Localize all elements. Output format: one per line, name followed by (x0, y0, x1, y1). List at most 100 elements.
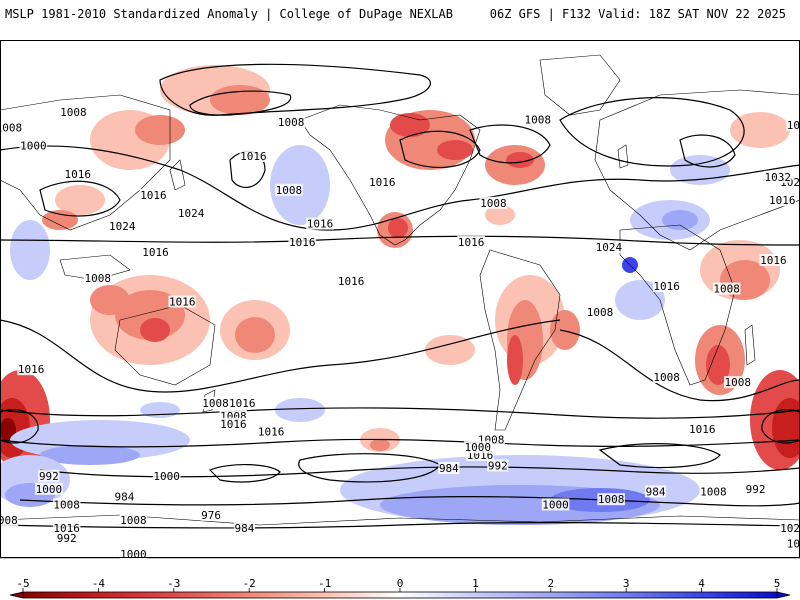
header: MSLP 1981-2010 Standardized Anomaly | Co… (0, 0, 800, 28)
anomaly-region (210, 85, 270, 115)
isobar-label: 976 (200, 508, 222, 522)
isobar-label: 1008 (723, 376, 752, 389)
colorbar-tick-label: 2 (547, 577, 555, 590)
isobar-label: 1000 (19, 139, 48, 153)
anomaly-region (370, 439, 390, 451)
isobar-label: 1008 (275, 183, 303, 197)
isobar-label-text: 1016 (338, 275, 365, 288)
isobar-label-text: 1008 (60, 106, 87, 119)
isobar (159, 63, 431, 116)
isobar-label-text: 1008 (53, 498, 80, 511)
isobar-label: 1008 (712, 282, 741, 296)
anomaly-region (437, 140, 473, 160)
isobar-label: 1016 (52, 521, 81, 535)
anomaly-region (55, 185, 105, 215)
isobar-label-text: 1016 (53, 522, 80, 535)
isobar-label: 1024 (177, 207, 205, 220)
anomaly-region (706, 345, 730, 385)
isobar (0, 409, 39, 444)
isobar-label-text: 1016 (769, 194, 796, 207)
isobar-label: 1016 (786, 537, 800, 550)
isobar-label: 1016 (759, 254, 788, 267)
colorbar-tick-label: 0 (396, 577, 404, 590)
isobar-label-text: 984 (115, 491, 135, 504)
isobar-label-text: 1016 (258, 426, 285, 439)
isobar-label: 1016 (139, 189, 168, 202)
isobar-label: 1008 (119, 514, 148, 527)
isobar-label-text: 1008 (598, 493, 625, 506)
isobar-label-text: 1032 (765, 171, 792, 184)
isobar-label-text: 1016 (240, 150, 267, 163)
colorbar (9, 588, 791, 599)
coastline (744, 324, 756, 366)
isobar-label: 1008 (0, 514, 19, 527)
isobar-label-text: 1024 (780, 522, 800, 535)
isobar-label-text: 1008 (480, 197, 507, 210)
isobar-label: 1008 (83, 272, 112, 285)
isobar (298, 453, 441, 483)
isobar-label-text: 1024 (596, 241, 623, 254)
colorbar-tick-label: -3 (167, 577, 181, 590)
isobar (0, 145, 800, 231)
isobar-label: 1008 (59, 105, 88, 119)
colorbar-tick-label: -1 (317, 577, 332, 590)
colorbar-tick-label: -4 (91, 577, 106, 590)
isobar-label-text: 1016 (142, 246, 169, 259)
isobar-label-text: 1016 (689, 423, 716, 436)
isobar-label-text: 1008 (653, 371, 680, 384)
coastline (59, 254, 131, 281)
isobar-label-text: 1008 (202, 397, 229, 410)
isobar-label-text: 1008 (85, 272, 112, 285)
isobar-label-text: 1000 (20, 140, 47, 153)
isobar-label: 1016 (306, 217, 334, 231)
isobar (189, 90, 292, 116)
isobar-label: 992 (744, 482, 767, 496)
colorbar-gradient (22, 591, 778, 599)
isobar-label-text: 992 (39, 470, 59, 483)
isobar-label-text: 1000 (153, 470, 180, 483)
isobar-label: 1016 (337, 274, 365, 288)
anomaly-shading (0, 65, 800, 525)
isobar (0, 235, 800, 246)
isobar (0, 438, 800, 448)
colorbar-right-arrow (776, 591, 791, 599)
isobar-label: 1008 (586, 306, 614, 319)
anomaly-region (615, 280, 665, 320)
coastline (299, 104, 481, 246)
isobar (399, 130, 481, 169)
anomaly-region (40, 445, 140, 465)
isobar-label-text: 1016 (307, 218, 334, 231)
anomaly-region (506, 152, 534, 168)
isobar (679, 134, 736, 168)
isobar-label: 984 (233, 521, 256, 535)
anomaly-region (235, 317, 275, 353)
colorbar-tick-label: -2 (242, 577, 256, 590)
isobar (39, 180, 121, 217)
isobar-label-text: 1008 (278, 116, 305, 129)
isobar-label-text: 1016 (289, 236, 316, 249)
isobar-label: 992 (56, 532, 78, 545)
isobar (0, 319, 561, 393)
isobar-label-text: 1024 (178, 207, 205, 220)
isobar-label-text: 992 (746, 483, 766, 496)
isobar-label: 1024 (595, 241, 623, 254)
map-title: MSLP 1981-2010 Standardized Anomaly | Co… (5, 7, 453, 21)
isobar-label-text: 1000 (120, 548, 147, 561)
isobar-label: 1016 (368, 176, 397, 189)
isobar-label-text: 984 (646, 485, 666, 498)
isobar-label: 1000 (463, 441, 492, 454)
isobar-label-text: 1008 (120, 514, 147, 527)
isobar-label-text: 1016 (458, 236, 485, 249)
anomaly-region (662, 210, 698, 230)
isobar-label: 1016 (652, 280, 681, 293)
isobar-label: 1024 (108, 220, 137, 233)
isobar-label-text: 1008 (587, 306, 614, 319)
isobar-label: 1008 (0, 121, 23, 134)
anomaly-region (550, 310, 580, 350)
isobar (19, 496, 800, 507)
isobar-label: 1008 (52, 498, 81, 511)
isobar-label: 992 (38, 469, 60, 483)
coastline (594, 89, 800, 251)
isobar (761, 409, 800, 444)
